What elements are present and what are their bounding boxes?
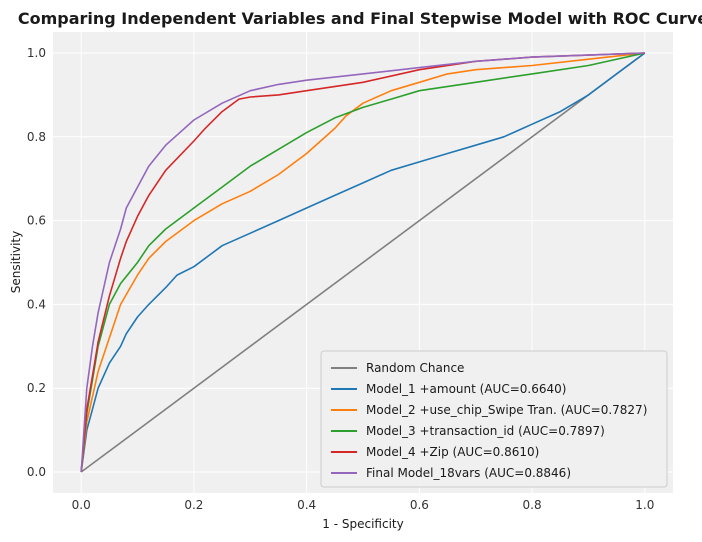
series-line-2 bbox=[80, 52, 645, 473]
y-tick-label: 0.0 bbox=[27, 465, 46, 479]
series-line-5 bbox=[80, 52, 645, 473]
series-line-0 bbox=[80, 52, 646, 473]
x-tick-label: 0.2 bbox=[184, 498, 203, 512]
y-tick-label: 0.4 bbox=[27, 297, 46, 311]
x-tick-label: 1.0 bbox=[635, 498, 654, 512]
series-layer bbox=[80, 52, 646, 473]
legend: Random Chance Model_1 +amount (AUC=0.6640… bbox=[320, 350, 668, 488]
x-tick-label: 0.8 bbox=[523, 498, 542, 512]
legend-entry: Model_3 +transaction_id (AUC=0.7897) bbox=[366, 424, 605, 438]
y-tick-label: 1.0 bbox=[27, 46, 46, 60]
x-tick-label: 0.4 bbox=[297, 498, 316, 512]
legend-box bbox=[320, 350, 668, 488]
y-tick-label: 0.2 bbox=[27, 381, 46, 395]
legend-entry: Model_4 +Zip (AUC=0.8610) bbox=[366, 445, 539, 459]
y-axis-label: Sensitivity bbox=[9, 231, 23, 293]
x-axis-label: 1 - Specificity bbox=[322, 517, 403, 531]
series-line-3 bbox=[80, 52, 645, 473]
x-axis-ticks: 0.0 0.2 0.4 0.6 0.8 1.0 bbox=[72, 498, 655, 512]
series-line-4 bbox=[80, 52, 645, 473]
x-tick-label: 0.0 bbox=[72, 498, 91, 512]
chart-title: Comparing Independent Variables and Fina… bbox=[18, 9, 702, 28]
legend-entry: Random Chance bbox=[366, 361, 464, 375]
legend-entry: Model_1 +amount (AUC=0.6640) bbox=[366, 382, 566, 396]
y-tick-label: 0.6 bbox=[27, 214, 46, 228]
y-tick-label: 0.8 bbox=[27, 130, 46, 144]
series-line-1 bbox=[80, 52, 646, 473]
y-axis-ticks: 0.0 0.2 0.4 0.6 0.8 1.0 bbox=[27, 46, 46, 479]
x-tick-label: 0.6 bbox=[410, 498, 429, 512]
legend-entry: Model_2 +use_chip_Swipe Tran. (AUC=0.782… bbox=[366, 403, 647, 417]
legend-entry: Final Model_18vars (AUC=0.8846) bbox=[366, 466, 571, 480]
